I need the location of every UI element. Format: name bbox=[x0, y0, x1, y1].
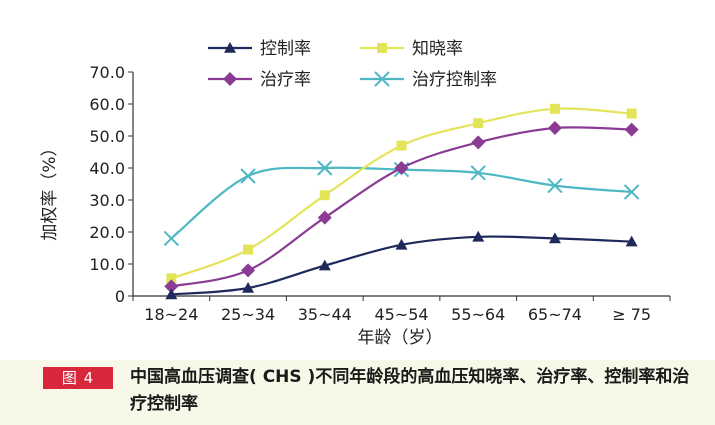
data-point bbox=[317, 160, 333, 176]
data-point bbox=[317, 210, 332, 225]
data-point bbox=[240, 168, 256, 184]
y-tick-label: 30.0 bbox=[89, 191, 125, 210]
y-tick-label: 50.0 bbox=[89, 127, 125, 146]
y-tick-label: 20.0 bbox=[89, 223, 125, 242]
legend-marker bbox=[374, 71, 390, 87]
data-point bbox=[164, 279, 179, 294]
x-tick-label: 18~24 bbox=[144, 305, 198, 324]
data-point bbox=[471, 135, 486, 150]
data-point bbox=[473, 118, 484, 129]
legend-label: 治疗率 bbox=[260, 70, 311, 90]
y-tick-label: 10.0 bbox=[89, 255, 125, 274]
data-point bbox=[241, 263, 256, 278]
data-point bbox=[242, 282, 255, 293]
x-tick-label: 55~64 bbox=[451, 305, 505, 324]
marker-stroke bbox=[623, 184, 640, 200]
data-point bbox=[623, 184, 640, 200]
x-axis-label: 年龄（岁） bbox=[358, 328, 443, 348]
data-point bbox=[624, 122, 639, 137]
data-point bbox=[396, 140, 407, 151]
data-point bbox=[166, 273, 177, 284]
data-point bbox=[163, 230, 180, 247]
marker-stroke bbox=[163, 230, 180, 247]
x-tick-label: 65~74 bbox=[528, 305, 582, 324]
series-line-3 bbox=[171, 126, 632, 288]
legend-marker bbox=[223, 72, 237, 86]
legend-label: 控制率 bbox=[260, 39, 311, 59]
data-point bbox=[394, 161, 409, 175]
legend-marker bbox=[377, 43, 387, 53]
series-line-4 bbox=[170, 166, 632, 240]
series-group bbox=[163, 103, 640, 300]
data-point bbox=[470, 165, 486, 181]
marker-stroke bbox=[374, 71, 390, 87]
x-axis: 18~24 25~34 35~44 45~54 55~64 65~74 ≥ 75 bbox=[132, 295, 671, 324]
data-point bbox=[547, 121, 562, 135]
marker-stroke bbox=[470, 165, 486, 181]
y-tick-label: 40.0 bbox=[89, 159, 125, 178]
data-point bbox=[549, 103, 560, 114]
data-point bbox=[243, 244, 254, 255]
data-point bbox=[395, 238, 408, 250]
data-point bbox=[548, 232, 561, 244]
legend-marker bbox=[224, 42, 236, 53]
data-point bbox=[319, 190, 330, 201]
x-tick-label: ≥ 75 bbox=[612, 305, 651, 324]
data-point bbox=[626, 108, 637, 119]
marker-stroke bbox=[240, 168, 256, 184]
y-tick-label: 60.0 bbox=[89, 95, 125, 114]
marker-stroke bbox=[547, 177, 563, 194]
data-point bbox=[547, 177, 563, 194]
y-tick-label: 70.0 bbox=[89, 63, 125, 82]
x-tick-label: 35~44 bbox=[298, 305, 352, 324]
x-tick-label: 45~54 bbox=[374, 305, 428, 324]
caption-bar bbox=[0, 360, 715, 425]
data-point bbox=[625, 235, 638, 247]
legend-label: 知晓率 bbox=[412, 39, 463, 59]
marker-stroke bbox=[317, 160, 333, 176]
series-line-2 bbox=[170, 107, 632, 280]
y-axis: 0 10.0 20.0 30.0 40.0 50.0 60.0 70.0 bbox=[89, 63, 134, 306]
data-point bbox=[165, 288, 178, 300]
legend-label: 治疗控制率 bbox=[412, 70, 497, 90]
y-axis-label: 加权率（%） bbox=[40, 139, 60, 240]
data-point bbox=[472, 230, 485, 242]
y-tick-label: 0 bbox=[115, 287, 125, 306]
figure-badge: 图 4 bbox=[43, 367, 113, 389]
figure-caption: 中国高血压调查( CHS )不同年龄段的高血压知晓率、治疗率、控制率和治疗控制率 bbox=[130, 367, 690, 414]
x-tick-label: 25~34 bbox=[221, 305, 275, 324]
data-point bbox=[318, 259, 331, 271]
